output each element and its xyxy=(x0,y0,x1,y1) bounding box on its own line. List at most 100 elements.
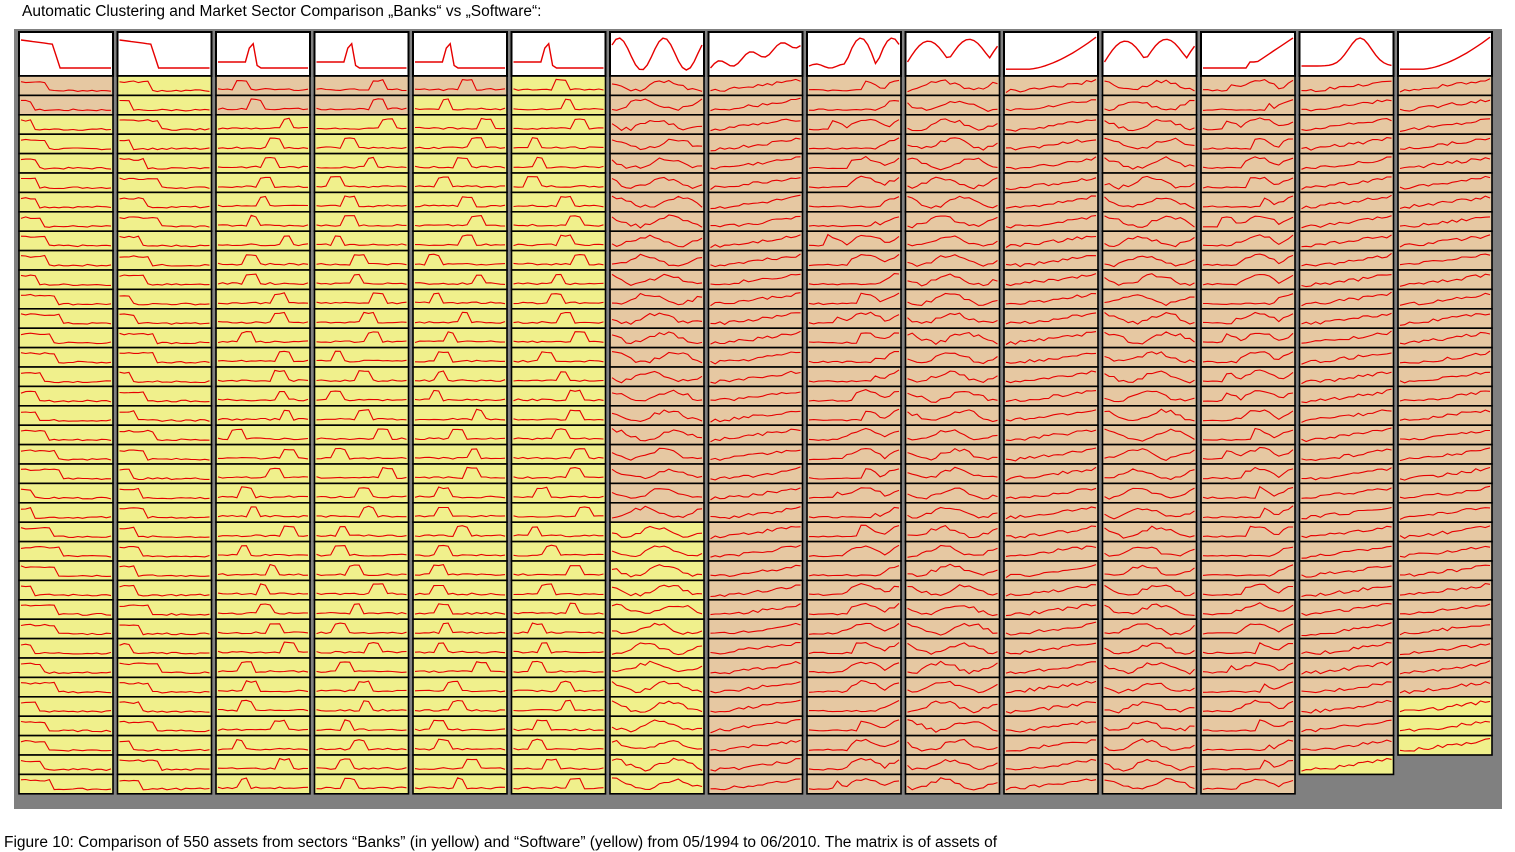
asset-row-cell xyxy=(510,598,607,620)
asset-series-line xyxy=(513,758,604,770)
asset-series-line xyxy=(1399,409,1491,421)
asset-series-line xyxy=(513,565,604,576)
asset-row-cell xyxy=(904,695,1001,717)
asset-row-cell xyxy=(215,754,311,776)
asset-series-line xyxy=(710,370,801,384)
asset-series-line xyxy=(217,235,309,247)
asset-row-cell xyxy=(116,269,213,291)
asset-series-line xyxy=(710,273,801,286)
asset-series-line xyxy=(217,603,309,615)
asset-series-line xyxy=(414,680,506,693)
asset-series-line xyxy=(513,602,604,615)
asset-row-cell xyxy=(1003,211,1099,233)
asset-row-cell xyxy=(412,657,508,679)
asset-row-cell xyxy=(313,288,410,310)
asset-series-line xyxy=(907,584,998,596)
cluster-column xyxy=(510,31,607,795)
asset-row-cell xyxy=(1397,657,1493,679)
cluster-centroid-line xyxy=(119,39,210,69)
asset-series-line xyxy=(1399,660,1491,675)
asset-row-cell xyxy=(18,269,114,291)
asset-row-cell xyxy=(215,288,311,310)
asset-series-line xyxy=(316,680,407,693)
asset-row-cell xyxy=(313,75,410,97)
asset-series-line xyxy=(119,720,210,733)
asset-series-line xyxy=(710,253,801,268)
asset-row-cell xyxy=(1003,715,1099,737)
asset-row-cell xyxy=(609,75,705,97)
asset-row-cell xyxy=(1101,424,1198,446)
asset-series-line xyxy=(217,331,309,344)
asset-series-line xyxy=(907,544,998,558)
asset-series-line xyxy=(907,391,998,403)
asset-row-cell xyxy=(806,404,902,426)
asset-row-cell xyxy=(18,695,114,717)
asset-row-cell xyxy=(609,598,705,620)
asset-series-line xyxy=(907,118,998,132)
asset-row-cell xyxy=(609,191,705,213)
asset-row-cell xyxy=(904,754,1001,776)
asset-series-line xyxy=(513,293,604,305)
asset-row-cell xyxy=(215,598,311,620)
asset-row-cell xyxy=(215,211,311,233)
asset-series-line xyxy=(710,194,801,210)
asset-series-line xyxy=(1104,564,1195,576)
asset-row-cell xyxy=(510,172,607,194)
asset-series-line xyxy=(316,118,407,130)
asset-series-line xyxy=(1104,99,1195,112)
asset-series-line xyxy=(1202,546,1294,558)
asset-row-cell xyxy=(1003,501,1099,523)
cluster-centroid-cell xyxy=(215,31,311,77)
asset-row-cell xyxy=(1298,482,1395,504)
asset-row-cell xyxy=(1298,249,1395,271)
asset-row-cell xyxy=(18,715,114,737)
asset-series-line xyxy=(611,757,703,772)
asset-row-cell xyxy=(904,172,1001,194)
asset-series-line xyxy=(217,156,309,169)
asset-series-line xyxy=(217,641,309,654)
asset-series-line xyxy=(414,274,506,285)
asset-row-cell xyxy=(215,773,311,795)
asset-series-line xyxy=(1301,194,1392,210)
asset-row-cell xyxy=(510,269,607,291)
asset-row-cell xyxy=(116,676,213,698)
asset-row-cell xyxy=(116,230,213,252)
asset-series-line xyxy=(1202,681,1294,694)
asset-row-cell xyxy=(215,133,311,155)
asset-series-line xyxy=(414,544,506,557)
asset-series-line xyxy=(1005,331,1097,345)
asset-row-cell xyxy=(510,211,607,233)
asset-series-line xyxy=(611,468,703,480)
asset-row-cell xyxy=(609,249,705,271)
asset-series-line xyxy=(20,778,112,791)
asset-series-line xyxy=(1005,390,1097,402)
asset-row-cell xyxy=(707,598,804,620)
asset-series-line xyxy=(513,486,604,499)
asset-row-cell xyxy=(1003,133,1099,155)
asset-row-cell xyxy=(707,695,804,717)
asset-series-line xyxy=(1399,371,1491,384)
asset-series-line xyxy=(1399,234,1491,248)
asset-row-cell xyxy=(707,540,804,562)
asset-row-cell xyxy=(1298,598,1395,620)
asset-row-cell xyxy=(707,307,804,329)
asset-row-cell xyxy=(1200,249,1296,271)
asset-series-line xyxy=(611,642,703,656)
asset-series-line xyxy=(808,389,900,402)
asset-row-cell xyxy=(412,598,508,620)
asset-series-line xyxy=(218,545,309,557)
asset-row-cell xyxy=(18,773,114,795)
asset-series-line xyxy=(907,487,998,500)
asset-row-cell xyxy=(510,715,607,737)
asset-row-cell xyxy=(510,404,607,426)
asset-row-cell xyxy=(215,191,311,213)
asset-row-cell xyxy=(18,424,114,446)
cluster-centroid-cell xyxy=(313,31,410,77)
asset-row-cell xyxy=(412,676,508,698)
asset-row-cell xyxy=(116,754,213,776)
asset-row-cell xyxy=(1298,385,1395,407)
asset-series-line xyxy=(710,681,801,694)
asset-row-cell xyxy=(806,152,902,174)
asset-series-line xyxy=(217,98,309,111)
asset-series-line xyxy=(808,311,900,325)
